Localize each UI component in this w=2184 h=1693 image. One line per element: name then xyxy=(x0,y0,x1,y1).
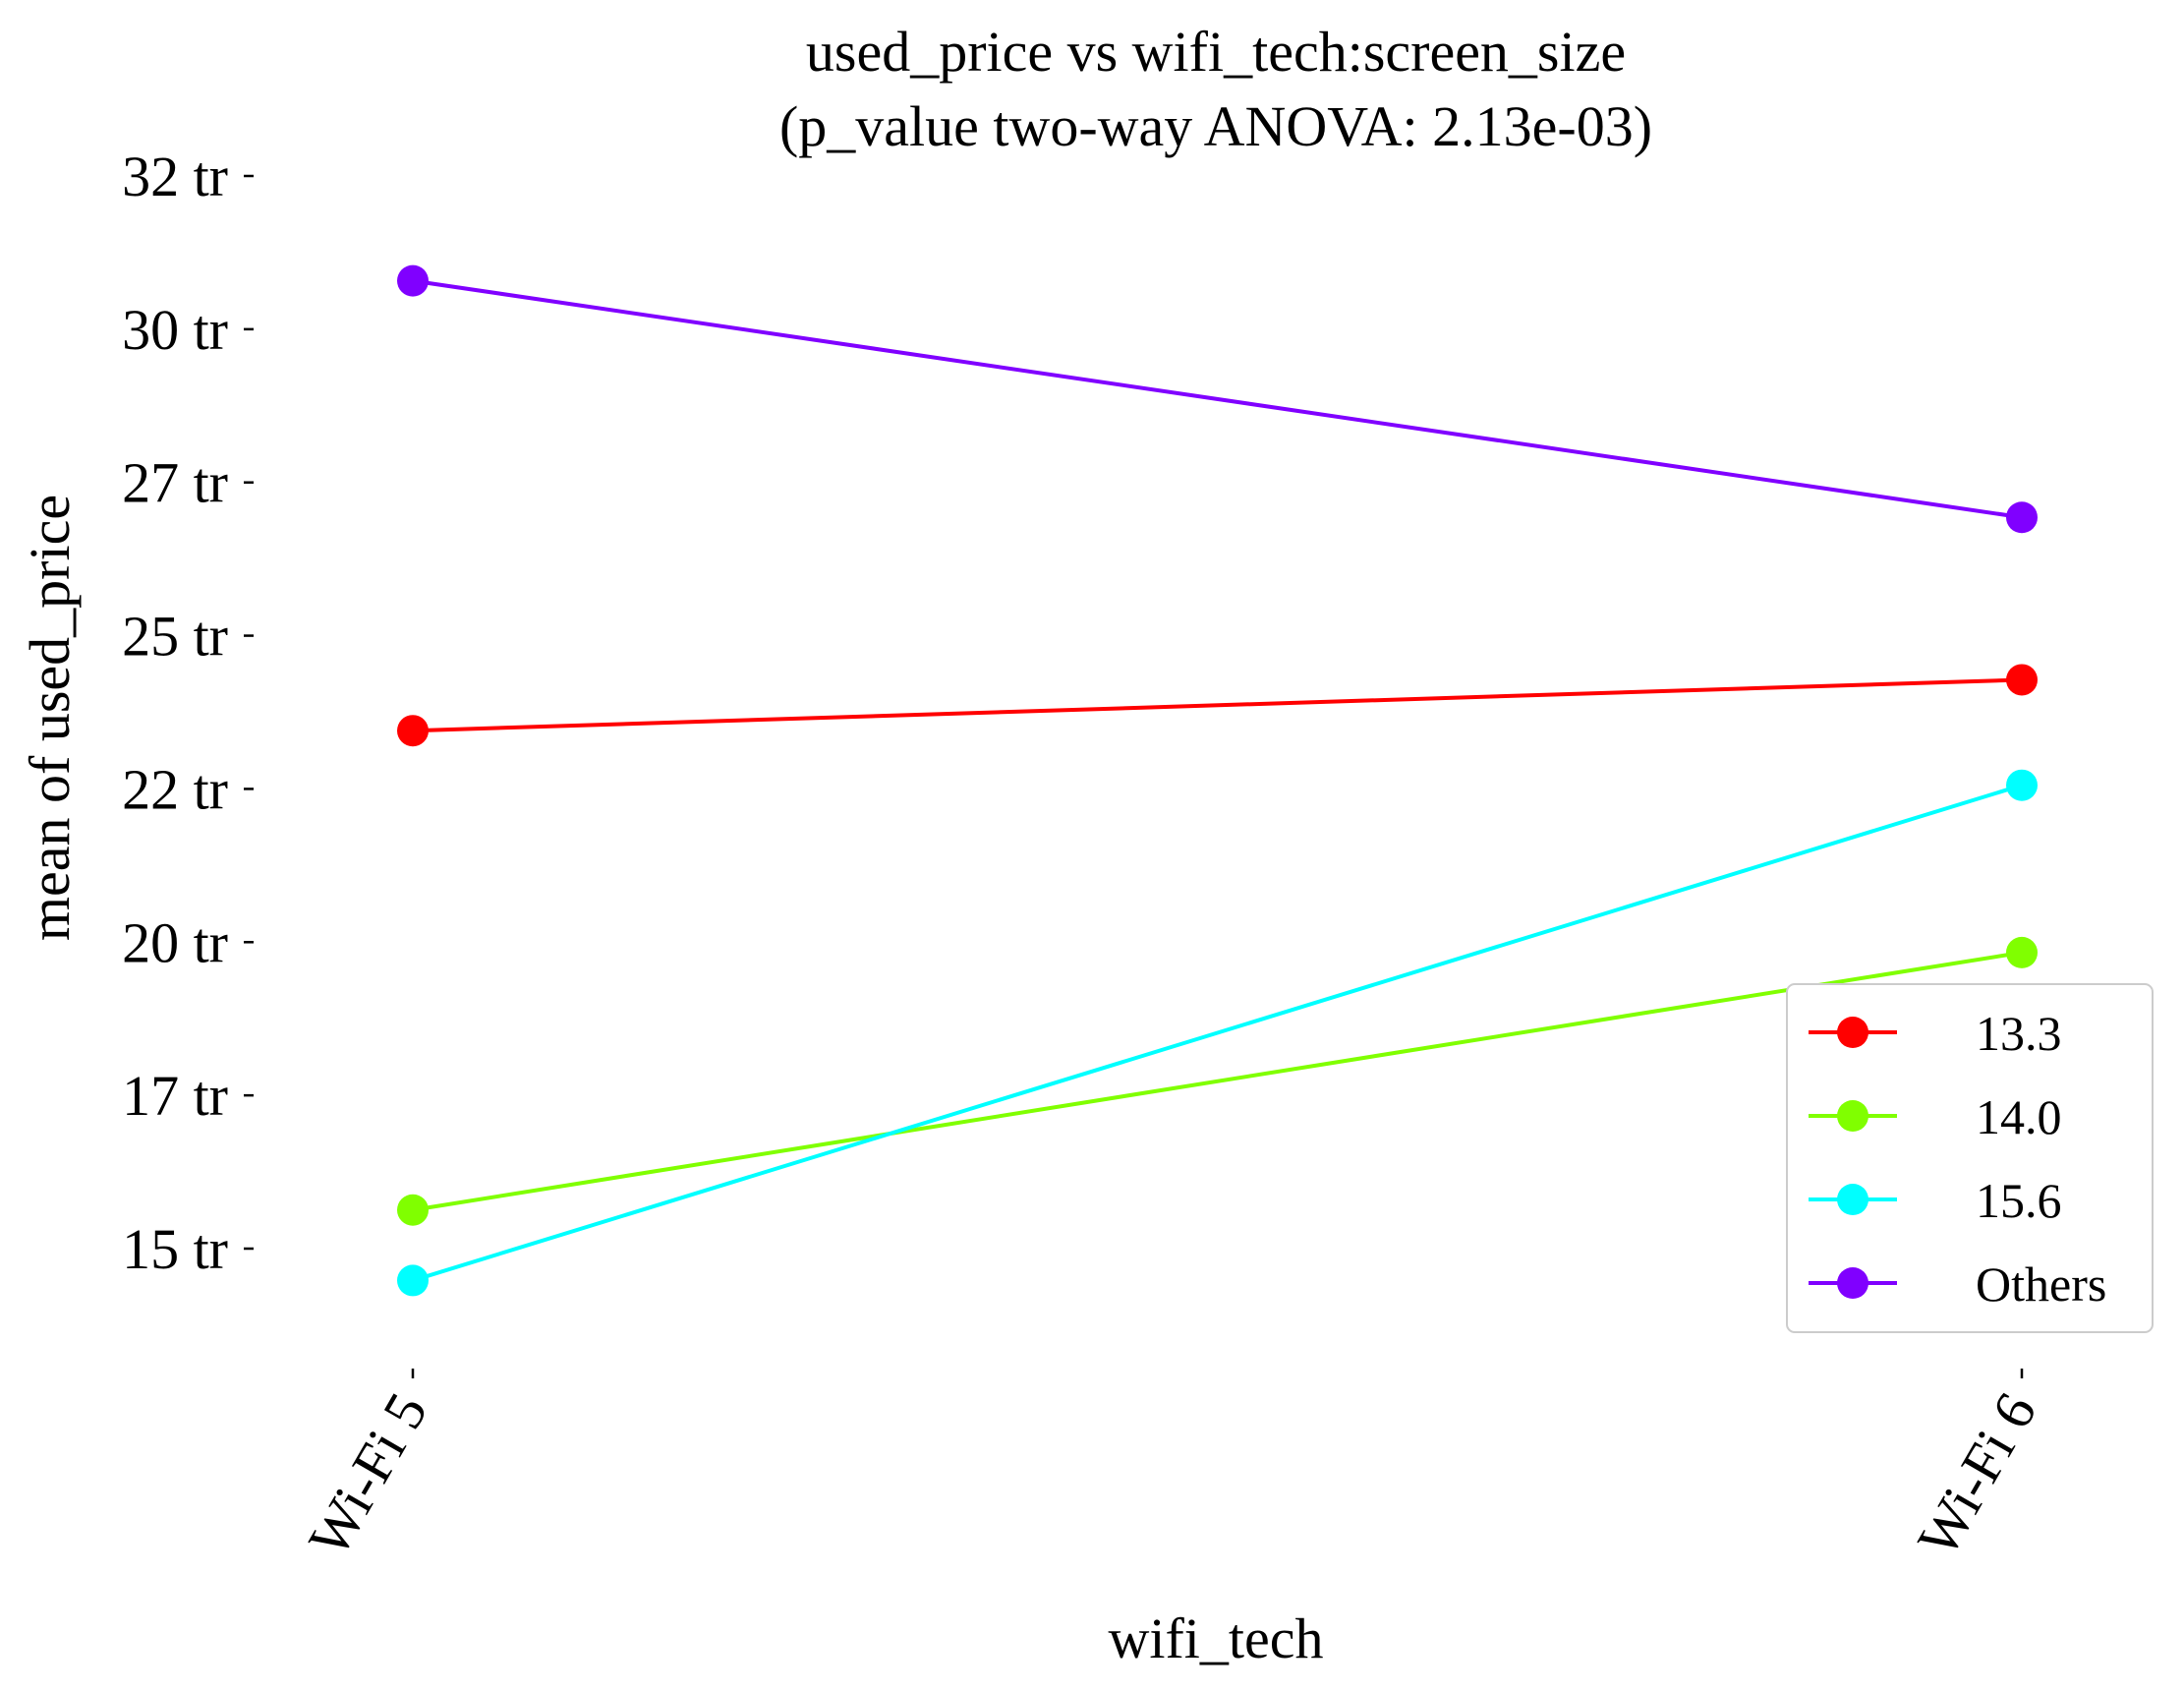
legend-label: 14.0 xyxy=(1976,1089,2062,1144)
data-point xyxy=(2006,769,2038,801)
y-tick-label: 20 tr xyxy=(122,910,228,974)
y-tick-label: 25 tr xyxy=(122,605,228,669)
y-tick-label: 30 tr xyxy=(122,298,228,362)
series-line xyxy=(412,677,2023,733)
data-point xyxy=(397,715,429,747)
legend-marker xyxy=(1837,1184,1868,1215)
x-axis-label: wifi_tech xyxy=(1108,1606,1323,1670)
legend-marker xyxy=(1837,1267,1868,1299)
series-line xyxy=(412,278,2023,520)
y-tick-label: 27 tr xyxy=(122,451,228,515)
data-point xyxy=(2006,664,2038,696)
legend-frame xyxy=(1786,983,2154,1333)
y-tick-label: 22 tr xyxy=(122,757,228,821)
legend-label: 15.6 xyxy=(1976,1173,2062,1228)
y-tick-label: 17 tr xyxy=(122,1064,228,1128)
data-point xyxy=(2006,501,2038,534)
legend-item: 15.6 xyxy=(1809,1173,2062,1228)
data-point xyxy=(397,1194,429,1226)
data-point xyxy=(397,264,429,297)
y-axis-label: mean of used_price xyxy=(18,495,82,941)
data-point xyxy=(2006,936,2038,968)
plot-area xyxy=(397,264,2038,1297)
x-axis: Wi-Fi 5 Wi-Fi 6 xyxy=(296,1369,2048,1567)
chart-title: used_price vs wifi_tech:screen_size xyxy=(806,20,1626,84)
legend-marker xyxy=(1837,1017,1868,1048)
y-tick-label: 32 tr xyxy=(122,145,228,208)
y-axis: 15 tr 17 tr 20 tr 22 tr 25 tr 27 tr 30 tr 32 tr xyxy=(122,145,254,1281)
series-line xyxy=(412,783,2023,1283)
x-tick-label: Wi-Fi 6 xyxy=(1905,1382,2048,1567)
chart-subtitle: (p_value two-way ANOVA: 2.13e-03) xyxy=(779,94,1652,158)
series-Others xyxy=(397,264,2038,534)
series-line xyxy=(412,950,2023,1212)
series-15.6 xyxy=(397,769,2038,1297)
legend-marker xyxy=(1837,1100,1868,1132)
x-tick-label: Wi-Fi 5 xyxy=(296,1382,439,1567)
legend: 13.3 14.0 15.6 Others xyxy=(1786,983,2154,1333)
legend-item: 13.3 xyxy=(1809,1006,2062,1061)
y-tick-label: 15 tr xyxy=(122,1217,228,1281)
series-14.0 xyxy=(397,936,2038,1226)
legend-label: 13.3 xyxy=(1976,1006,2062,1061)
legend-item: 14.0 xyxy=(1809,1089,2062,1144)
data-point xyxy=(397,1264,429,1297)
legend-item: Others xyxy=(1809,1256,2106,1312)
series-13.3 xyxy=(397,664,2038,747)
legend-label: Others xyxy=(1976,1256,2106,1312)
